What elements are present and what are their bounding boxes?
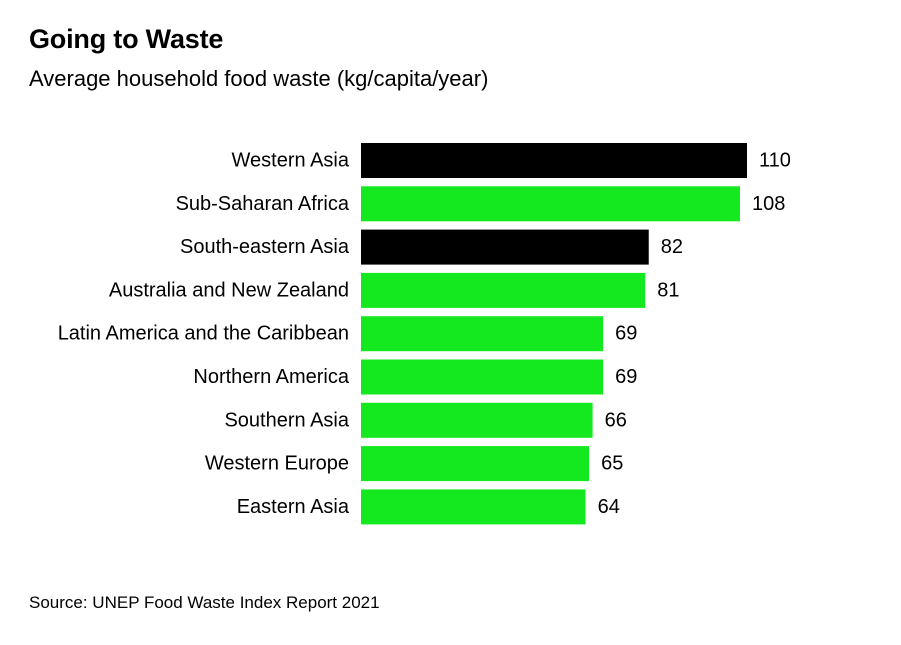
chart-title: Going to Waste — [29, 24, 224, 54]
bar — [361, 186, 740, 222]
source-note: Source: UNEP Food Waste Index Report 202… — [29, 593, 380, 612]
value-label: 69 — [615, 323, 637, 345]
category-label: South-eastern Asia — [180, 236, 350, 258]
category-label: Sub-Saharan Africa — [176, 193, 350, 215]
category-label: Western Asia — [232, 150, 350, 172]
value-label: 64 — [598, 496, 620, 518]
value-label: 69 — [615, 366, 637, 388]
category-label: Southern Asia — [224, 409, 349, 431]
value-label: 110 — [759, 150, 791, 172]
bar — [361, 272, 646, 308]
bar — [361, 359, 604, 395]
chart-subtitle: Average household food waste (kg/capita/… — [29, 66, 489, 91]
value-label: 65 — [601, 453, 623, 475]
bar — [361, 402, 593, 438]
category-label: Australia and New Zealand — [109, 279, 349, 301]
bar — [361, 229, 649, 265]
category-label: Northern America — [193, 366, 349, 388]
value-label: 82 — [661, 236, 683, 258]
bar — [361, 446, 590, 482]
category-label: Latin America and the Caribbean — [58, 323, 349, 345]
category-label: Western Europe — [205, 453, 349, 475]
bar — [361, 143, 747, 178]
bar — [361, 489, 586, 525]
bar — [361, 316, 604, 352]
value-label: 108 — [752, 193, 785, 215]
value-label: 66 — [605, 409, 627, 431]
value-label: 81 — [657, 279, 679, 301]
category-label: Eastern Asia — [237, 496, 350, 518]
bar-chart: Western Asia 110 Sub-Saharan Africa 108 Sout… — [58, 143, 791, 525]
